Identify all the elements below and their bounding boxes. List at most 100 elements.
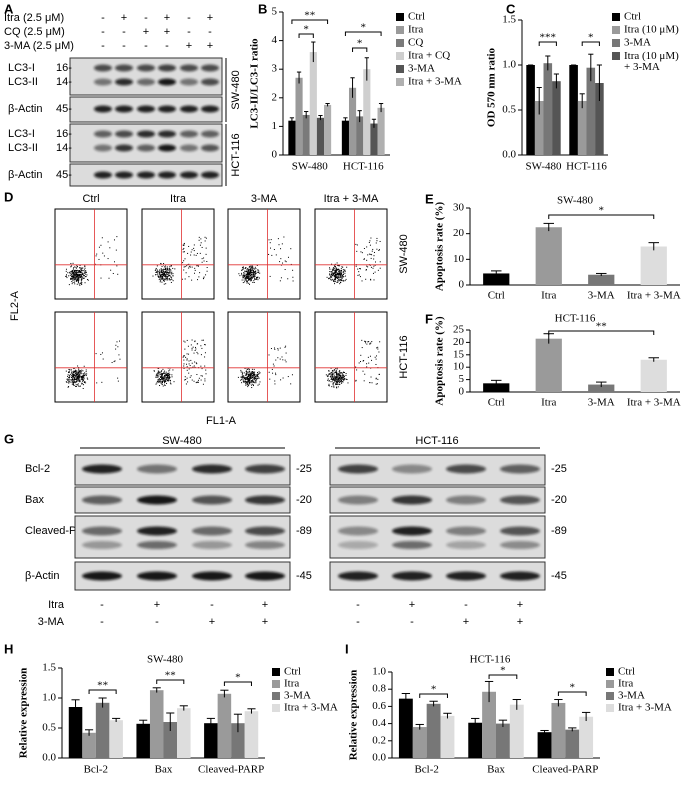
flow-dot — [253, 276, 255, 278]
flow-dot — [333, 273, 335, 275]
flow-dot — [77, 380, 79, 382]
flow-dot — [75, 374, 77, 376]
flow-dot — [254, 266, 256, 268]
flow-dot — [248, 279, 250, 281]
flow-dot — [68, 376, 70, 378]
flow-plot — [227, 208, 301, 300]
error-bar — [596, 381, 607, 388]
blot-band — [180, 105, 198, 113]
flow-dot — [248, 271, 250, 273]
flow-dot — [341, 372, 343, 374]
protein-label: Bcl-2 — [25, 463, 50, 475]
flow-dot — [248, 275, 250, 277]
flow-dot — [183, 355, 185, 357]
flow-dot — [162, 380, 164, 382]
flow-dot — [332, 382, 334, 384]
flow-dot — [163, 278, 165, 280]
flow-dot — [77, 280, 79, 282]
flow-dot — [100, 277, 102, 279]
blot-band — [180, 171, 198, 179]
flow-dot — [338, 271, 340, 273]
flow-dot — [333, 370, 335, 372]
flow-dot — [68, 372, 70, 374]
mw-marker: -25 — [551, 463, 567, 475]
flow-dot — [258, 277, 260, 279]
flow-dot — [204, 236, 206, 238]
flow-dot — [75, 385, 77, 387]
blot-band — [392, 464, 432, 474]
blot-band — [137, 144, 155, 152]
blot-band — [115, 144, 133, 152]
flow-dot — [255, 380, 257, 382]
flow-dot — [192, 366, 194, 368]
flow-dot — [81, 284, 83, 286]
flow-dot — [188, 245, 190, 247]
panel-letter: A — [4, 1, 14, 16]
flow-dot — [358, 362, 360, 364]
y-tick-label: 3 — [272, 63, 278, 75]
flow-dot — [158, 378, 160, 380]
flow-dot — [83, 381, 85, 383]
flow-dot — [166, 379, 168, 381]
axis-label: FL2-A — [9, 290, 21, 321]
flow-dot — [336, 373, 338, 375]
x-tick-label: 3-MA — [588, 290, 615, 302]
blot-band — [446, 571, 486, 581]
flow-dot — [272, 372, 274, 374]
flow-plot — [314, 208, 388, 300]
flow-dot — [338, 371, 340, 373]
flow-dot — [341, 277, 343, 279]
flow-dot — [165, 278, 167, 280]
flow-dot — [248, 282, 250, 284]
flow-dot — [80, 274, 82, 276]
flow-dot — [160, 376, 162, 378]
flow-dot — [76, 379, 78, 381]
mw-marker: -89 — [551, 525, 567, 537]
legend-label: CQ — [408, 37, 423, 49]
flow-dot — [76, 272, 78, 274]
y-tick-label: 1.0 — [502, 59, 516, 71]
bar — [163, 722, 178, 758]
flow-dot — [165, 277, 167, 279]
flow-dot — [201, 258, 203, 260]
flow-dot — [79, 275, 81, 277]
flow-dot — [73, 378, 75, 380]
flow-dot — [254, 374, 256, 376]
flow-dot — [70, 381, 72, 383]
blot-band — [137, 541, 177, 549]
flow-dot — [330, 367, 332, 369]
flow-dot — [66, 378, 68, 380]
significance-bracket — [548, 214, 655, 219]
blot-band — [500, 541, 540, 549]
flow-dot — [242, 276, 244, 278]
flow-dot — [165, 379, 167, 381]
flow-dot — [171, 374, 173, 376]
flow-dot — [279, 347, 281, 349]
flow-dot — [71, 383, 73, 385]
flow-dot — [246, 373, 248, 375]
blot-band — [180, 64, 198, 72]
flow-dot — [158, 378, 160, 380]
flow-dot — [282, 377, 284, 379]
flow-dot — [196, 381, 198, 383]
flow-dot — [95, 353, 97, 355]
flow-dot — [256, 372, 258, 374]
flow-dot — [363, 380, 365, 382]
bar — [370, 123, 378, 155]
flow-dot — [76, 376, 78, 378]
flow-dot — [363, 258, 365, 260]
bar — [535, 338, 562, 392]
flow-dot — [250, 373, 252, 375]
flow-dot — [69, 379, 71, 381]
bar — [95, 702, 110, 758]
flow-dot — [250, 377, 252, 379]
flow-dot — [248, 278, 250, 280]
flow-dot — [169, 274, 171, 276]
flow-dot — [168, 375, 170, 377]
flow-dot — [375, 242, 377, 244]
flow-dot — [193, 254, 195, 256]
error-bar — [491, 270, 502, 277]
flow-dot — [363, 360, 365, 362]
flow-dot — [73, 272, 75, 274]
flow-dot — [197, 343, 199, 345]
